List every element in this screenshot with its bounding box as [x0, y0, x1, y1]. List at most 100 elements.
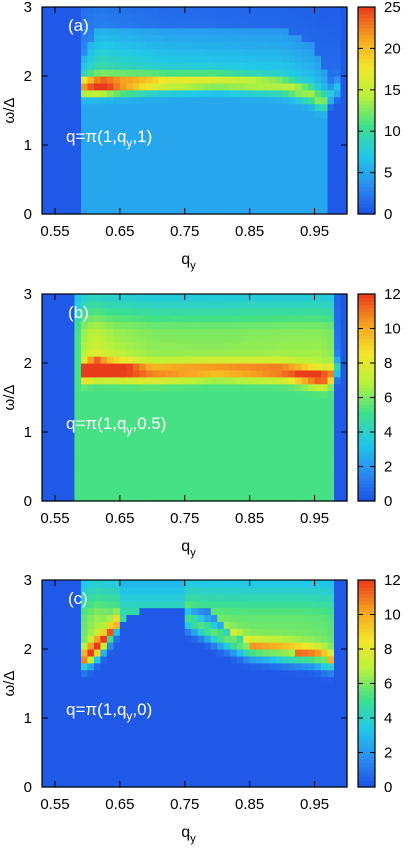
heatmap-cell [295, 390, 303, 399]
heatmap-cell [139, 89, 147, 98]
heatmap-cell [48, 383, 56, 392]
colorbar-segment [358, 738, 375, 743]
heatmap-cell [171, 718, 179, 726]
heatmap-cell [184, 649, 192, 657]
heatmap-cell [165, 34, 173, 43]
heatmap-cell [158, 452, 166, 461]
heatmap-cell [119, 669, 127, 678]
heatmap-cell [54, 328, 63, 336]
heatmap-cell [158, 607, 166, 616]
heatmap-cell [139, 131, 147, 139]
heatmap-cell [217, 607, 225, 616]
heatmap-cell [314, 69, 322, 77]
heatmap-cell [282, 621, 290, 629]
heatmap-cell [217, 369, 225, 378]
heatmap-cell [178, 179, 186, 187]
heatmap-cell [139, 411, 147, 419]
heatmap-cell [275, 445, 283, 454]
heatmap-cell [217, 158, 225, 167]
heatmap-cell [113, 418, 121, 426]
heatmap-cell [42, 738, 50, 747]
heatmap-cell [178, 13, 186, 22]
heatmap-cell [236, 614, 244, 622]
heatmap-cell [340, 369, 348, 378]
heatmap-cell [126, 307, 134, 316]
heatmap-cell [165, 342, 173, 350]
heatmap-cell [243, 480, 251, 488]
heatmap-cell [106, 186, 114, 194]
heatmap-cell [67, 62, 76, 70]
heatmap-cell [282, 718, 290, 726]
heatmap-cell [74, 628, 82, 636]
heatmap-cell [249, 649, 257, 657]
heatmap-cell [171, 780, 179, 788]
heatmap-cell [67, 649, 76, 657]
heatmap-cell [243, 55, 251, 63]
heatmap-cell [48, 131, 56, 139]
heatmap-cell [236, 480, 244, 488]
heatmap-cell [301, 89, 309, 98]
heatmap-cell [197, 69, 205, 77]
heatmap-cell [191, 780, 199, 788]
heatmap-cell [314, 586, 322, 595]
heatmap-cell [262, 690, 270, 698]
heatmap-cell [210, 89, 218, 98]
heatmap-cell [301, 294, 309, 302]
heatmap-cell [67, 207, 76, 215]
heatmap-cell [132, 676, 140, 685]
heatmap-cell [334, 432, 342, 440]
heatmap-cell [204, 172, 212, 181]
heatmap-cell [243, 780, 251, 788]
heatmap-cell [87, 724, 95, 733]
heatmap-cell [126, 349, 134, 357]
heatmap-cell [236, 131, 244, 139]
heatmap-cell [80, 655, 89, 664]
heatmap-cell [139, 96, 147, 105]
heatmap-cell [340, 697, 348, 705]
heatmap-cell [295, 376, 303, 385]
heatmap-cell [139, 321, 147, 330]
heatmap-cell [321, 117, 329, 125]
heatmap-cell [106, 759, 114, 767]
heatmap-cell [106, 145, 114, 153]
y-tick-label: 3 [24, 0, 32, 16]
heatmap-cell [54, 349, 63, 357]
heatmap-cell [308, 179, 316, 187]
heatmap-cell [87, 34, 95, 43]
heatmap-cell [340, 600, 348, 609]
heatmap-cell [119, 69, 127, 77]
heatmap-cell [178, 390, 186, 399]
heatmap-cell [100, 193, 108, 201]
heatmap-cell [282, 96, 290, 105]
heatmap-cell [54, 745, 63, 754]
x-tick-label: 0.65 [105, 796, 134, 813]
heatmap-cell [236, 376, 244, 385]
heatmap-cell [197, 466, 205, 474]
heatmap-cell [126, 328, 134, 336]
heatmap-cell [321, 745, 329, 754]
heatmap-cell [184, 731, 192, 740]
heatmap-cell [42, 76, 50, 84]
heatmap-cell [327, 349, 335, 357]
heatmap-cell [288, 13, 296, 22]
heatmap-cell [61, 82, 69, 91]
heatmap-cell [249, 349, 257, 357]
heatmap-cell [119, 314, 127, 323]
heatmap-cell [288, 335, 296, 343]
heatmap-cell [217, 314, 225, 323]
heatmap-cell [171, 321, 179, 330]
heatmap-cell [191, 294, 199, 302]
heatmap-cell [165, 690, 173, 698]
heatmap-cell [191, 711, 199, 719]
heatmap-cell [67, 731, 76, 740]
heatmap-cell [334, 404, 342, 412]
heatmap-cell [327, 655, 335, 664]
heatmap-cell [288, 397, 296, 405]
y-axis-label: ω/Δ [1, 385, 18, 411]
heatmap-cell [152, 759, 160, 767]
heatmap-cell [308, 655, 316, 664]
heatmap-cell [171, 342, 179, 350]
heatmap-cell [132, 55, 140, 63]
heatmap-cell [321, 349, 329, 357]
heatmap-cell [301, 697, 309, 705]
